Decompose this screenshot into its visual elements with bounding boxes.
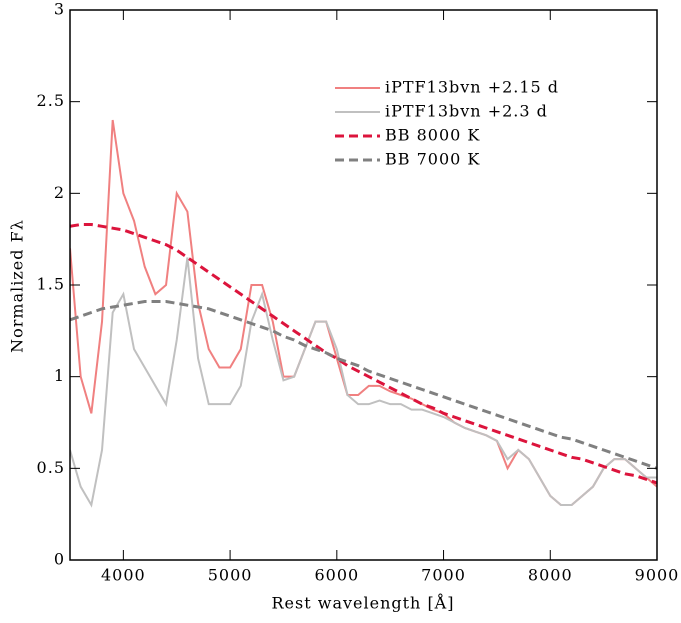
- series-line: [70, 223, 657, 485]
- x-tick-label: 7000: [421, 566, 466, 585]
- legend-label: BB 7000 K: [385, 150, 480, 169]
- y-tick-label: 2: [54, 183, 65, 202]
- series-line: [70, 257, 657, 508]
- x-tick-label: 6000: [314, 566, 359, 585]
- y-tick-label: 0.5: [37, 458, 65, 477]
- legend-label: iPTF13bvn +2.15 d: [385, 78, 559, 97]
- legend-label: iPTF13bvn +2.3 d: [385, 102, 548, 121]
- series-line: [70, 300, 657, 470]
- x-tick-label: 8000: [528, 566, 573, 585]
- y-tick-label: 1: [54, 366, 65, 385]
- y-axis-label: Normalized Fλ: [8, 219, 27, 353]
- y-tick-label: 1.5: [37, 275, 65, 294]
- y-tick-label: 0: [54, 550, 65, 569]
- y-tick-label: 2.5: [37, 91, 65, 110]
- plot-frame: [69, 9, 658, 561]
- x-tick-label: 9000: [635, 566, 680, 585]
- legend-label: BB 8000 K: [385, 126, 480, 145]
- series-line: [70, 119, 657, 506]
- x-tick-label: 5000: [208, 566, 253, 585]
- x-axis-label: Rest wavelength [Å]: [272, 593, 455, 613]
- y-tick-label: 3: [54, 0, 65, 19]
- x-tick-label: 4000: [101, 566, 146, 585]
